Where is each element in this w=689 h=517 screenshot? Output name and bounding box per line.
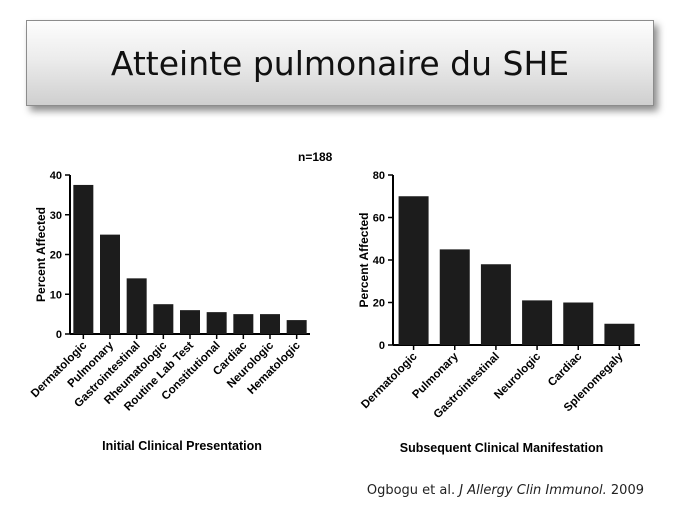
chart1-bar (260, 314, 280, 334)
chart2-bar (604, 323, 635, 345)
chart2-y-tick-label: 20 (373, 298, 385, 310)
chart1-y-axis-title: Percent Affected (34, 207, 48, 302)
chart2-bar (480, 264, 511, 345)
chart1-y-tick-label: 10 (50, 289, 62, 301)
chart2-x-axis-title: Subsequent Clinical Manifestation (400, 441, 604, 455)
chart2-bar (563, 302, 594, 345)
citation-year: 2009 (610, 483, 644, 498)
chart1-bar (286, 320, 307, 334)
chart2-y-axis-title: Percent Affected (357, 213, 371, 308)
chart2-bar (439, 249, 470, 345)
chart2-y-tick-label: 60 (373, 213, 385, 225)
citation-journal: J Allergy Clin Immunol. (459, 483, 607, 498)
chart2-x-tick-label: Cardiac (546, 350, 585, 389)
chart1-y-tick-label: 40 (50, 170, 62, 182)
sample-size-label: n=188 (298, 150, 333, 164)
chart1-bar (153, 304, 174, 334)
chart1-y-tick-label: 0 (56, 329, 62, 341)
chart2-y-tick-label: 0 (379, 340, 385, 352)
chart1-bar (73, 184, 94, 334)
chart1-bar (180, 310, 200, 334)
slide-title: Atteinte pulmonaire du SHE (110, 43, 570, 83)
chart1-x-axis-title: Initial Clinical Presentation (102, 439, 262, 453)
chart2-y-tick-label: 40 (373, 255, 385, 267)
chart1-bar (126, 278, 147, 334)
chart2-x-tick-label: Dermatologic (359, 350, 420, 411)
chart2-bar (398, 196, 429, 345)
chart1-bar (233, 314, 254, 334)
chart1-y-tick-label: 20 (50, 250, 62, 262)
citation: Ogbogu et al. J Allergy Clin Immunol. 20… (367, 483, 644, 498)
chart2-bar (522, 300, 553, 345)
citation-authors: Ogbogu et al. (366, 483, 456, 498)
chart1-y-tick-label: 30 (50, 210, 62, 222)
chart2-y-tick-label: 80 (373, 170, 385, 182)
chart1-bar (206, 312, 227, 334)
title-banner: Atteinte pulmonaire du SHE (26, 20, 654, 106)
chart1-bar (100, 234, 120, 334)
